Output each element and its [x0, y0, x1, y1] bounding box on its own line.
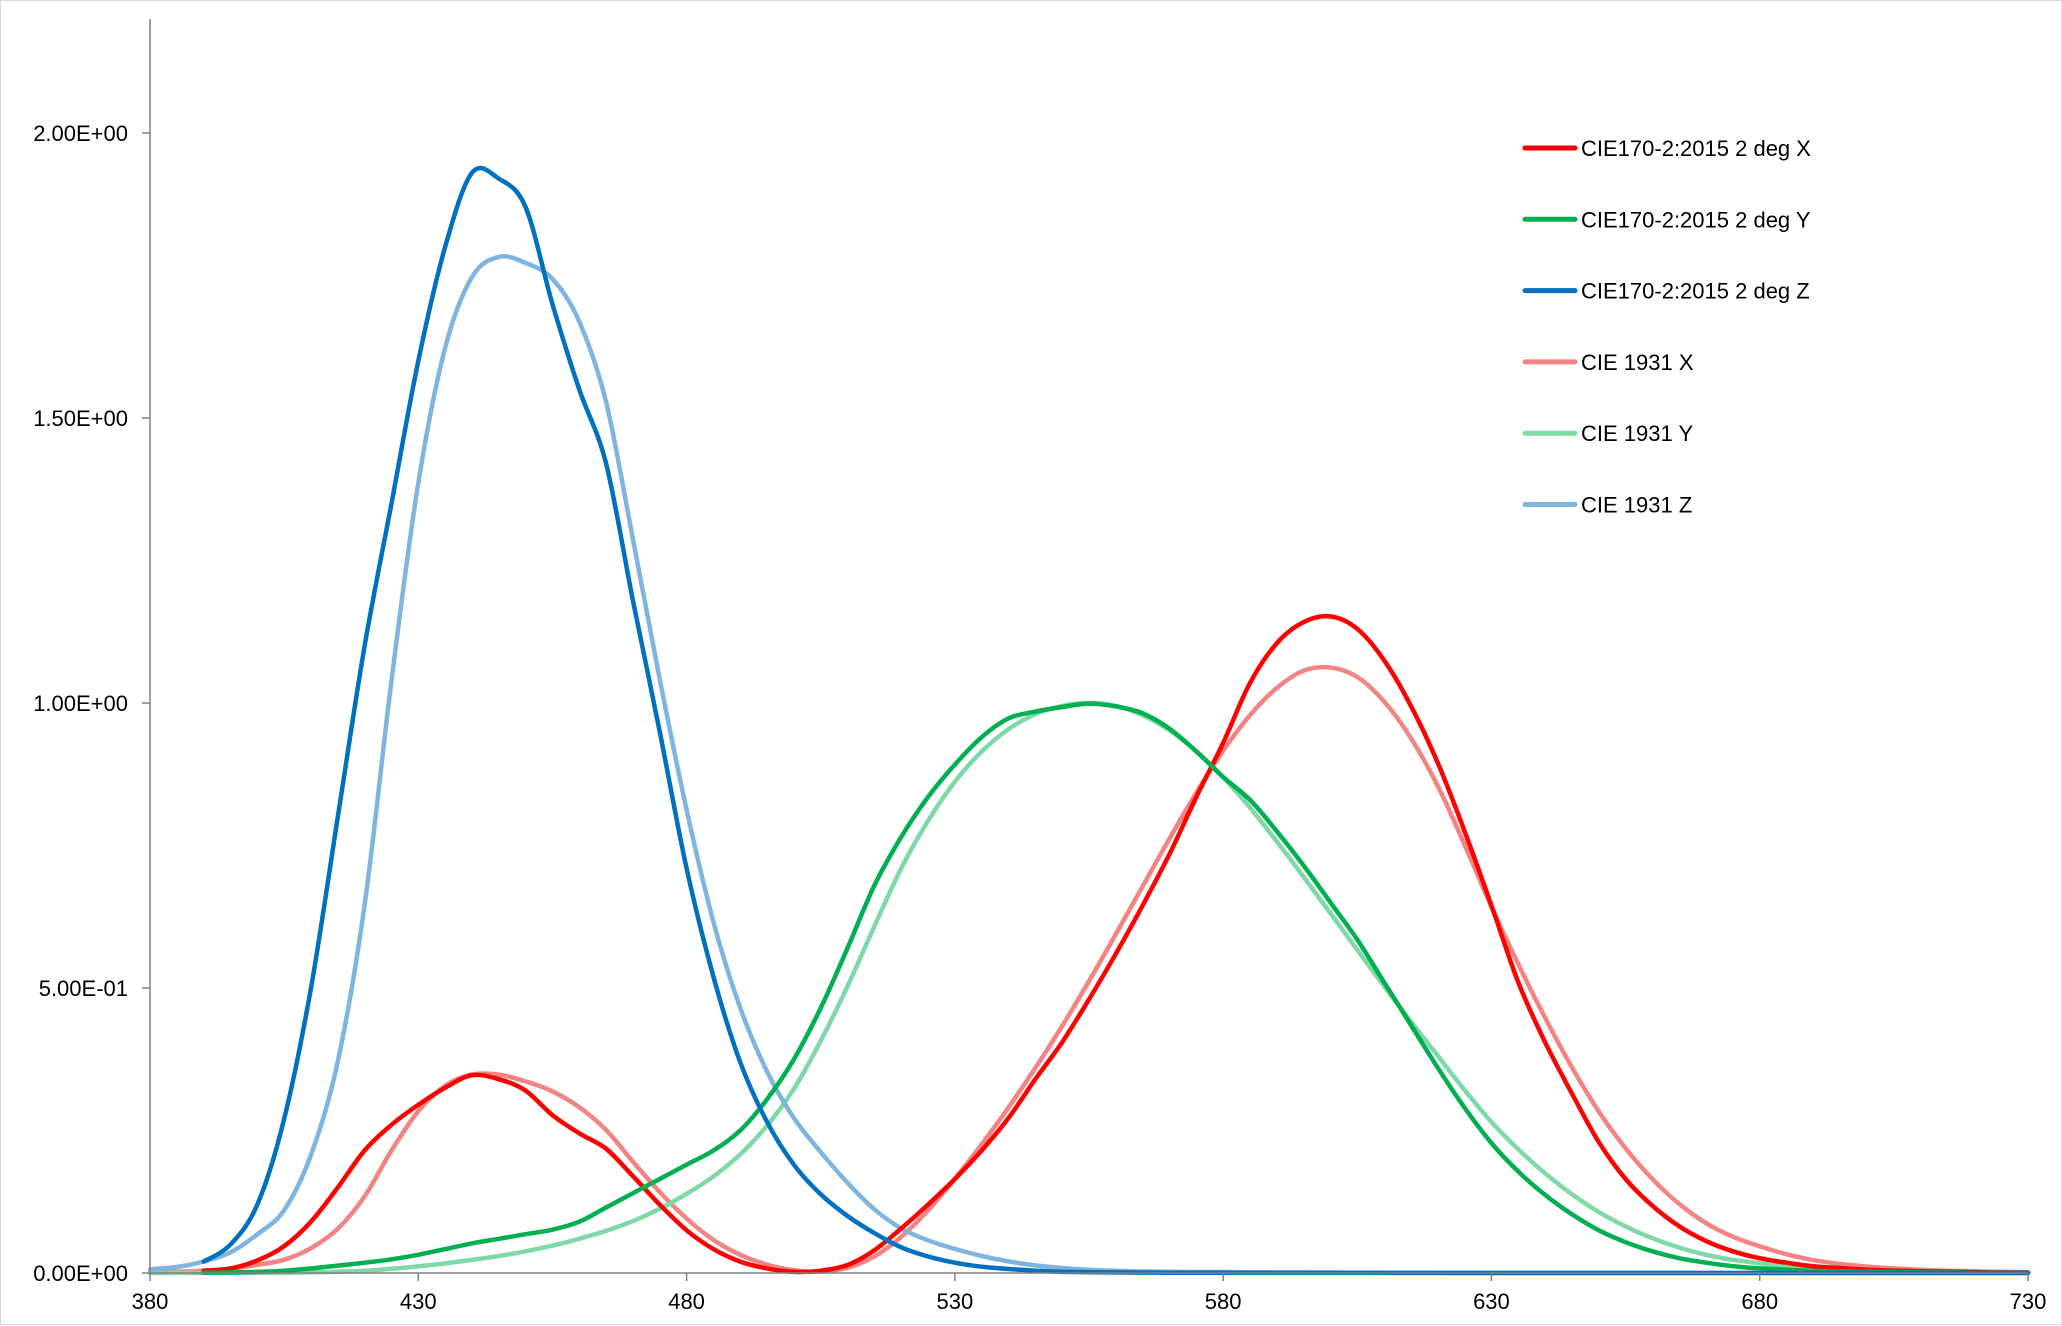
legend-label: CIE 1931 Y [1581, 421, 1693, 446]
x-tick-label: 430 [400, 1289, 437, 1314]
series-line-cie170-2-2015-2-deg-z [201, 165, 2031, 1276]
x-tick-label: 730 [2010, 1289, 2047, 1314]
y-axis-ticks: 0.00E+00 5.00E-01 1.00E+00 1.50E+00 2.00E+00 [33, 121, 150, 1286]
legend-label: CIE 1931 Z [1581, 493, 1692, 518]
series-line-cie-1931-y [147, 700, 2031, 1276]
series-line-cie170-2-2015-2-deg-y [201, 701, 2031, 1276]
legend-label: CIE170-2:2015 2 deg Y [1581, 207, 1811, 232]
y-tick-label: 1.50E+00 [33, 406, 128, 431]
y-tick-label: 0.00E+00 [33, 1261, 128, 1286]
axes [149, 19, 2028, 1274]
y-tick-label: 5.00E-01 [39, 976, 128, 1001]
x-tick-label: 580 [1205, 1289, 1242, 1314]
x-tick-label: 380 [132, 1289, 169, 1314]
x-axis-ticks: 380 430 480 530 580 630 680 730 [132, 1273, 2047, 1314]
x-tick-label: 630 [1473, 1289, 1510, 1314]
x-tick-label: 530 [936, 1289, 973, 1314]
legend: CIE170-2:2015 2 deg X CIE170-2:2015 2 deg… [1522, 136, 1811, 518]
y-tick-label: 1.00E+00 [33, 691, 128, 716]
series-line-cie170-2-2015-2-deg-x [201, 613, 2031, 1275]
legend-label: CIE 1931 X [1581, 350, 1694, 375]
legend-label: CIE170-2:2015 2 deg X [1581, 136, 1811, 161]
series-lines [147, 165, 2031, 1276]
series-line-cie-1931-z [147, 254, 2031, 1276]
legend-label: CIE170-2:2015 2 deg Z [1581, 279, 1810, 304]
x-tick-label: 680 [1741, 1289, 1778, 1314]
x-tick-label: 480 [668, 1289, 705, 1314]
series-line-cie-1931-x [147, 664, 2031, 1275]
y-tick-label: 2.00E+00 [33, 121, 128, 146]
